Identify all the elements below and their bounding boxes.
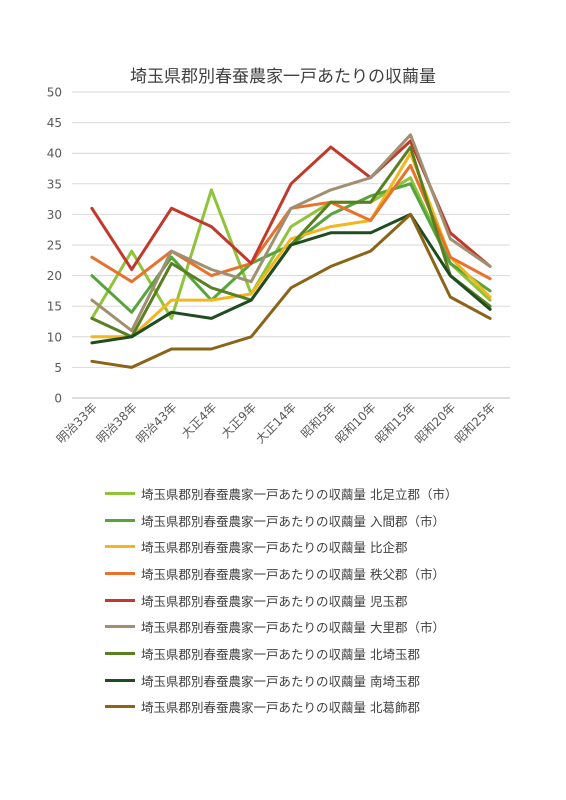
legend-swatch (105, 705, 135, 709)
legend-item: 埼玉県郡別春蚕農家一戸あたりの収繭量 北埼玉郡 (105, 640, 545, 667)
series-line-9 (90, 212, 492, 369)
chart-title: 埼玉県郡別春蚕農家一戸あたりの収繭量 (130, 67, 436, 87)
x-tick-label: 昭和25年 (452, 400, 498, 446)
x-tick-label: 明治38年 (94, 400, 140, 446)
series-line-7 (90, 145, 492, 339)
legend-label: 埼玉県郡別春蚕農家一戸あたりの収繭量 入間郡（市） (141, 513, 445, 529)
legend-swatch (105, 625, 135, 629)
legend-label: 埼玉県郡別春蚕農家一戸あたりの収繭量 児玉郡 (141, 593, 408, 609)
legend-item: 埼玉県郡別春蚕農家一戸あたりの収繭量 比企郡 (105, 533, 545, 560)
legend-label: 埼玉県郡別春蚕農家一戸あたりの収繭量 北足立郡（市） (141, 486, 458, 502)
y-tick-label: 50 (47, 86, 62, 100)
legend-swatch (105, 571, 135, 575)
legend-item: 埼玉県郡別春蚕農家一戸あたりの収繭量 入間郡（市） (105, 507, 545, 534)
legend-label: 埼玉県郡別春蚕農家一戸あたりの収繭量 北葛飾郡 (141, 700, 420, 716)
x-tick-label: 明治33年 (54, 400, 100, 446)
legend-swatch (105, 518, 135, 522)
legend-item: 埼玉県郡別春蚕農家一戸あたりの収繭量 北葛飾郡 (105, 694, 545, 721)
series-line-1 (90, 176, 492, 320)
y-tick-label: 5 (54, 361, 62, 375)
legend-label: 埼玉県郡別春蚕農家一戸あたりの収繭量 大里郡（市） (141, 620, 445, 636)
x-tick-label: 明治43年 (134, 400, 180, 446)
line-chart: 0 5 10 15 20 25 30 35 40 45 50 明治33年明治38年明治43年 大正4年大… (47, 86, 510, 446)
series-line-6 (90, 133, 492, 333)
legend-item: 埼玉県郡別春蚕農家一戸あたりの収繭量 南埼玉郡 (105, 667, 545, 694)
x-tick-label: 昭和20年 (412, 400, 458, 446)
legend-label: 埼玉県郡別春蚕農家一戸あたりの収繭量 比企郡 (141, 540, 408, 556)
x-tick-label: 昭和10年 (333, 400, 379, 446)
legend-item: 埼玉県郡別春蚕農家一戸あたりの収繭量 秩父郡（市） (105, 560, 545, 587)
y-tick-label: 45 (47, 116, 62, 130)
legend-item: 埼玉県郡別春蚕農家一戸あたりの収繭量 児玉郡 (105, 587, 545, 614)
y-tick-label: 40 (47, 147, 62, 161)
legend-swatch (105, 651, 135, 655)
legend-swatch (105, 678, 135, 682)
x-tick-label: 昭和15年 (372, 400, 418, 446)
legend-label: 埼玉県郡別春蚕農家一戸あたりの収繭量 秩父郡（市） (141, 566, 445, 582)
y-tick-label: 10 (47, 330, 62, 344)
x-tick-label: 大正4年 (179, 400, 220, 441)
legend-item: 埼玉県郡別春蚕農家一戸あたりの収繭量 北足立郡（市） (105, 480, 545, 507)
series-line-8 (90, 212, 492, 345)
y-tick-label: 15 (47, 300, 62, 314)
legend-item: 埼玉県郡別春蚕農家一戸あたりの収繭量 大里郡（市） (105, 613, 545, 640)
legend-swatch (105, 545, 135, 549)
legend-swatch (105, 491, 135, 495)
chart-legend: 埼玉県郡別春蚕農家一戸あたりの収繭量 北足立郡（市） 埼玉県郡別春蚕農家一戸あたり… (105, 480, 545, 720)
legend-swatch (105, 598, 135, 602)
y-tick-label: 30 (47, 208, 62, 222)
y-tick-label: 35 (47, 177, 62, 191)
y-tick-label: 0 (54, 392, 62, 406)
x-tick-label: 大正14年 (253, 400, 299, 446)
y-tick-label: 20 (47, 269, 62, 283)
legend-label: 埼玉県郡別春蚕農家一戸あたりの収繭量 北埼玉郡 (141, 646, 420, 662)
y-tick-label: 25 (47, 239, 62, 253)
legend-label: 埼玉県郡別春蚕農家一戸あたりの収繭量 南埼玉郡 (141, 673, 420, 689)
